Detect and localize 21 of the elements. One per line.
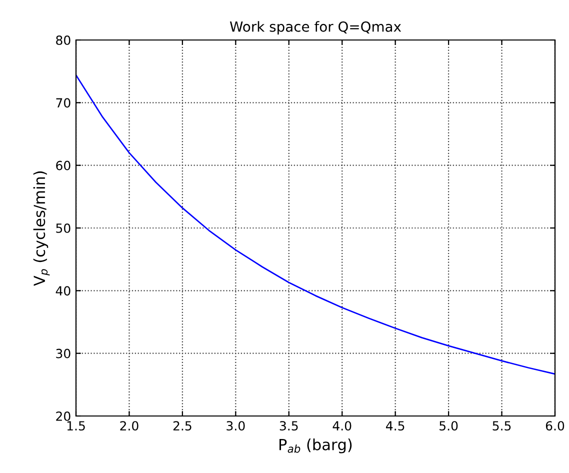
- y-tick-label: 60: [56, 160, 70, 170]
- x-tick-label: 3.0: [226, 421, 245, 431]
- y-tick-label: 40: [56, 286, 70, 296]
- y-tick-label: 80: [56, 35, 70, 45]
- chart-title: Work space for Q=Qmax: [230, 21, 402, 35]
- x-tick-label: 5.5: [492, 421, 511, 431]
- y-tick-label: 70: [56, 98, 70, 108]
- x-tick-label: 6.0: [546, 421, 564, 431]
- x-tick-label: 2.5: [173, 421, 192, 431]
- x-tick-label: 4.0: [332, 421, 352, 431]
- line-series: [76, 74, 555, 375]
- x-axis-title: P$_{ab}$ (barg): [279, 438, 352, 454]
- y-axis-title: V$_{p}$ (cycles/min): [33, 171, 50, 286]
- y-tick-label: 30: [56, 348, 70, 358]
- x-tick-label: 5.0: [440, 421, 458, 431]
- y-tick-label: 50: [56, 223, 70, 233]
- y-tick-label: 20: [56, 411, 70, 421]
- x-tick-label: 4.5: [386, 421, 404, 431]
- x-tick-label: 1.5: [67, 421, 85, 431]
- x-tick-label: 2.0: [120, 421, 138, 431]
- x-tick-label: 3.5: [280, 421, 298, 431]
